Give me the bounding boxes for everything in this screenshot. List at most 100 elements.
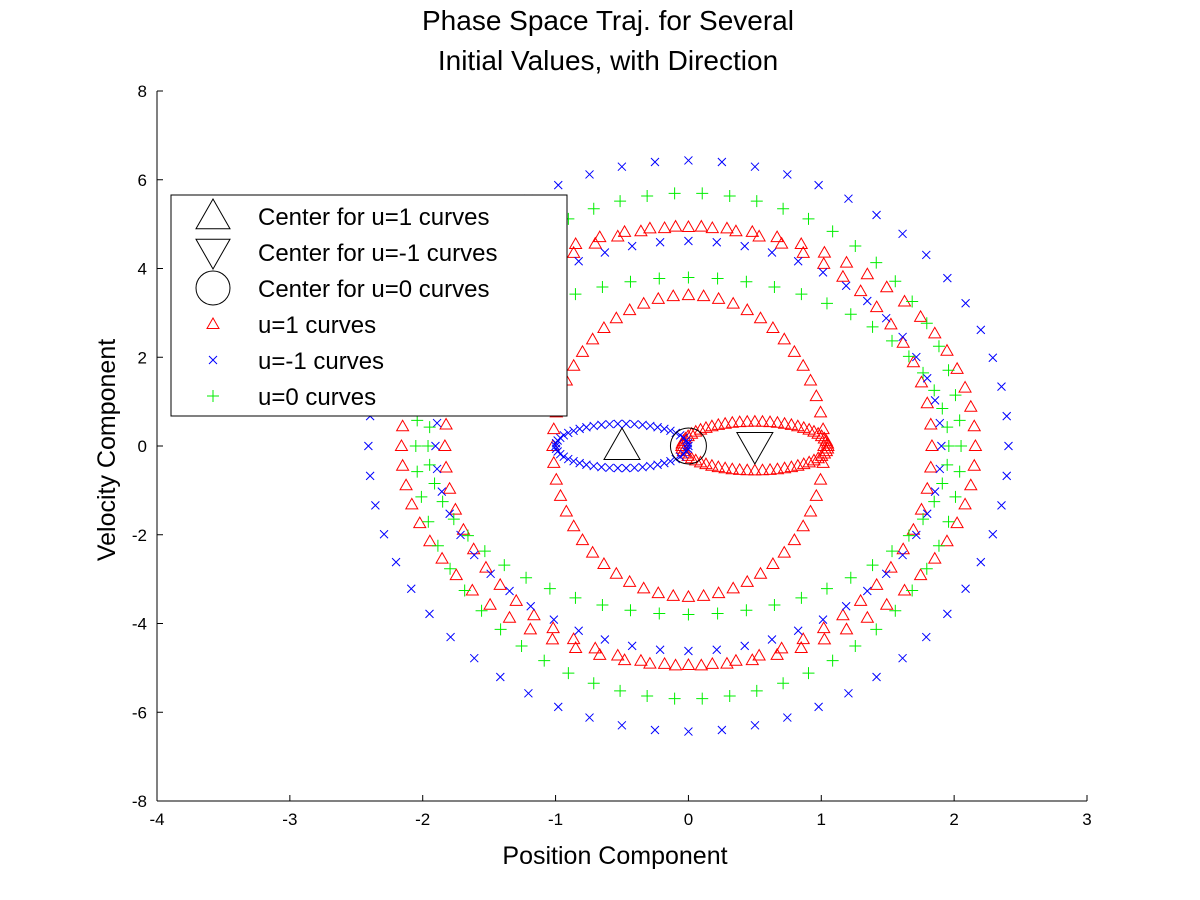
data-point bbox=[747, 414, 762, 427]
data-point bbox=[549, 472, 564, 485]
data-point bbox=[841, 281, 851, 291]
data-point bbox=[922, 509, 932, 519]
data-point bbox=[1002, 411, 1012, 421]
data-point bbox=[814, 702, 823, 712]
data-point bbox=[559, 504, 574, 517]
y-tick-label: 2 bbox=[138, 348, 147, 367]
data-point bbox=[498, 559, 511, 572]
data-point bbox=[436, 495, 449, 508]
center-marker bbox=[669, 427, 707, 465]
data-point bbox=[817, 632, 832, 645]
data-point bbox=[881, 569, 891, 579]
data-point bbox=[444, 562, 457, 575]
data-point bbox=[446, 632, 455, 642]
data-point bbox=[483, 597, 497, 610]
data-point bbox=[609, 566, 624, 579]
data-point bbox=[566, 245, 581, 258]
data-point bbox=[717, 157, 727, 167]
data-point bbox=[515, 640, 528, 653]
data-point bbox=[913, 309, 928, 322]
data-point bbox=[763, 462, 777, 475]
data-point bbox=[726, 296, 741, 309]
data-point bbox=[546, 455, 561, 468]
data-point bbox=[782, 713, 792, 722]
data-point bbox=[844, 571, 857, 584]
data-point bbox=[961, 584, 970, 594]
data-point bbox=[523, 622, 538, 635]
data-point bbox=[592, 647, 607, 660]
data-point bbox=[684, 441, 693, 451]
x-tick-label: 2 bbox=[949, 810, 958, 829]
data-point bbox=[906, 522, 921, 535]
data-point bbox=[777, 202, 790, 215]
legend-label: Center for u=1 curves bbox=[258, 204, 489, 231]
data-point bbox=[597, 321, 611, 334]
data-point bbox=[621, 419, 631, 429]
data-point bbox=[636, 296, 651, 309]
data-point bbox=[935, 418, 945, 428]
data-point bbox=[681, 288, 696, 301]
data-point bbox=[527, 608, 541, 621]
data-point bbox=[862, 296, 872, 306]
data-point bbox=[860, 610, 875, 623]
data-point bbox=[694, 219, 709, 232]
data-point bbox=[562, 667, 575, 680]
data-point bbox=[711, 272, 724, 285]
data-point bbox=[803, 373, 818, 386]
data-point bbox=[668, 692, 681, 705]
data-point bbox=[600, 635, 610, 644]
data-point bbox=[448, 502, 463, 515]
data-point bbox=[777, 677, 790, 690]
data-point bbox=[976, 325, 986, 335]
data-point bbox=[428, 477, 441, 490]
data-point bbox=[681, 657, 696, 670]
data-point bbox=[932, 539, 945, 552]
data-point bbox=[818, 615, 828, 624]
data-point bbox=[543, 582, 556, 595]
legend-box bbox=[170, 194, 568, 417]
data-point bbox=[802, 667, 815, 680]
data-point bbox=[906, 295, 919, 308]
data-point bbox=[817, 245, 832, 258]
data-point bbox=[866, 320, 879, 333]
data-point bbox=[538, 654, 551, 667]
data-point bbox=[949, 490, 962, 503]
center-markers bbox=[603, 426, 774, 466]
data-point bbox=[592, 230, 607, 243]
data-point bbox=[923, 460, 938, 473]
legend-marker bbox=[195, 238, 231, 271]
data-point bbox=[844, 308, 857, 321]
data-point bbox=[563, 428, 573, 438]
data-point bbox=[456, 530, 465, 540]
x-tick-label: -1 bbox=[548, 810, 563, 829]
data-point bbox=[681, 220, 696, 233]
data-point bbox=[627, 641, 637, 651]
data-point bbox=[469, 653, 479, 663]
data-point bbox=[968, 438, 983, 451]
data-point bbox=[684, 156, 693, 165]
data-point bbox=[787, 344, 802, 357]
data-point bbox=[967, 458, 982, 471]
data-point bbox=[770, 230, 784, 243]
data-point bbox=[435, 551, 449, 564]
data-point bbox=[866, 559, 879, 572]
data-point bbox=[596, 599, 609, 612]
data-point bbox=[940, 534, 954, 547]
data-point bbox=[546, 422, 561, 435]
data-point bbox=[422, 515, 435, 528]
legend-label: Center for u=-1 curves bbox=[258, 240, 497, 267]
data-point bbox=[600, 248, 610, 257]
data-point bbox=[364, 441, 373, 451]
data-point bbox=[717, 725, 727, 735]
data-point bbox=[394, 438, 409, 451]
data-point bbox=[559, 430, 569, 440]
legend-label: u=1 curves bbox=[258, 312, 376, 339]
y-tick-label: -8 bbox=[132, 792, 147, 811]
data-point bbox=[688, 453, 703, 466]
data-point bbox=[795, 288, 808, 301]
data-point bbox=[650, 157, 660, 167]
data-point bbox=[597, 420, 606, 430]
data-point bbox=[675, 430, 685, 440]
data-point bbox=[853, 284, 868, 297]
data-point bbox=[927, 326, 942, 339]
